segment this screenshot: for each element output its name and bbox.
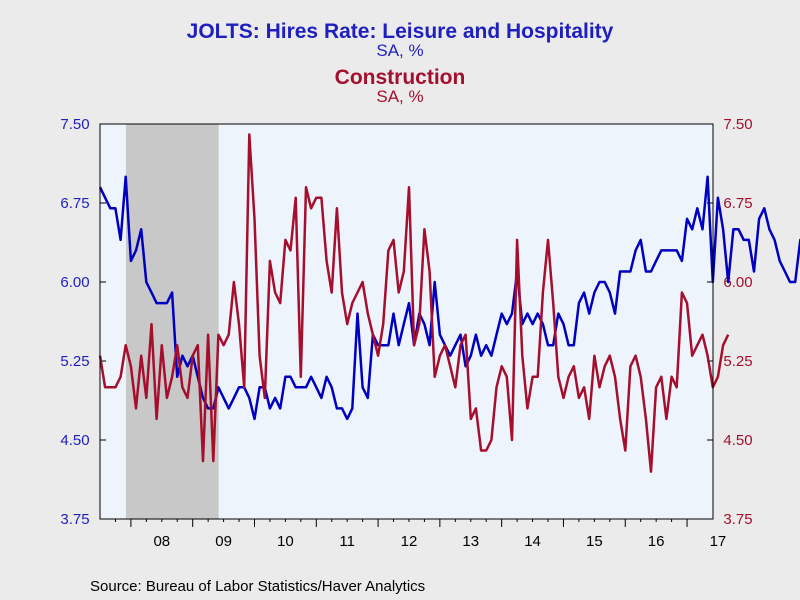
y-tick-label-left: 6.75 xyxy=(60,195,89,212)
y-tick-label-right: 5.25 xyxy=(723,353,752,370)
plot-frame xyxy=(99,123,714,520)
x-tick-label: 16 xyxy=(648,533,665,550)
x-tick-label: 11 xyxy=(339,533,355,550)
y-tick-label-right: 4.50 xyxy=(723,432,752,449)
chart-subtitle-right: SA, % xyxy=(376,87,424,106)
recession-shading xyxy=(125,124,219,519)
x-tick-label: 14 xyxy=(524,533,541,550)
x-tick-label: 09 xyxy=(215,533,232,550)
chart-title-right: Construction xyxy=(334,66,466,89)
chart-subtitle-left: SA, % xyxy=(376,41,424,60)
y-tick-label-right: 7.50 xyxy=(723,116,752,133)
x-tick-label: 10 xyxy=(277,533,294,550)
source-note: Source: Bureau of Labor Statistics/Haver… xyxy=(90,578,426,595)
x-tick-label: 15 xyxy=(586,533,603,550)
y-tick-label-right: 6.75 xyxy=(723,195,752,212)
x-tick-label: 17 xyxy=(710,533,727,550)
y-tick-label-left: 7.50 xyxy=(60,116,89,133)
series-line xyxy=(98,133,730,473)
y-tick-label-left: 6.00 xyxy=(60,274,89,291)
x-tick-label: 13 xyxy=(462,533,479,550)
x-tick-label: 08 xyxy=(153,533,170,550)
chart-title-left: JOLTS: Hires Rate: Leisure and Hospitali… xyxy=(186,20,614,43)
y-tick-label-right: 3.75 xyxy=(723,511,752,528)
y-tick-label-left: 4.50 xyxy=(60,432,89,449)
y-tick-label-left: 3.75 xyxy=(60,511,89,528)
series-line xyxy=(98,175,800,421)
y-tick-label-left: 5.25 xyxy=(60,353,89,370)
y-tick-label-right: 6.00 xyxy=(723,274,752,291)
x-tick-label: 12 xyxy=(401,533,418,550)
